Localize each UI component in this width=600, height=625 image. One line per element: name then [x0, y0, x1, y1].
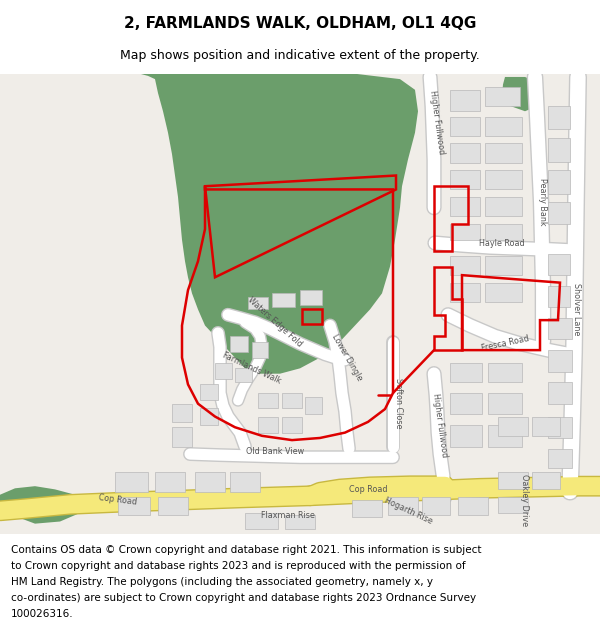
- Polygon shape: [485, 87, 520, 106]
- Polygon shape: [388, 497, 418, 515]
- Polygon shape: [158, 497, 188, 515]
- Polygon shape: [502, 77, 542, 111]
- Polygon shape: [548, 382, 572, 404]
- Polygon shape: [118, 497, 150, 515]
- Polygon shape: [548, 170, 570, 194]
- Polygon shape: [450, 143, 480, 162]
- Polygon shape: [458, 497, 488, 515]
- Text: Lower Dingle: Lower Dingle: [330, 332, 364, 382]
- Polygon shape: [532, 416, 560, 436]
- Polygon shape: [485, 170, 522, 189]
- Text: Flaxman Rise: Flaxman Rise: [261, 511, 315, 519]
- Text: Cop Road: Cop Road: [98, 493, 137, 507]
- Polygon shape: [248, 297, 268, 309]
- Text: Oakley Drive: Oakley Drive: [521, 474, 530, 526]
- Polygon shape: [272, 293, 295, 308]
- Polygon shape: [548, 318, 572, 339]
- Polygon shape: [485, 282, 522, 302]
- Text: Map shows position and indicative extent of the property.: Map shows position and indicative extent…: [120, 49, 480, 62]
- Polygon shape: [422, 497, 450, 515]
- Polygon shape: [498, 472, 528, 489]
- Polygon shape: [352, 500, 382, 518]
- Polygon shape: [450, 224, 480, 240]
- Polygon shape: [285, 515, 315, 529]
- Polygon shape: [230, 472, 260, 491]
- Text: Hogarth Rise: Hogarth Rise: [383, 496, 433, 526]
- Polygon shape: [488, 425, 522, 446]
- Polygon shape: [0, 486, 85, 524]
- Polygon shape: [155, 472, 185, 491]
- Text: Higher Fullwood: Higher Fullwood: [431, 392, 449, 458]
- Polygon shape: [172, 428, 192, 446]
- Polygon shape: [258, 393, 278, 408]
- Text: Waters Edge Fold: Waters Edge Fold: [246, 296, 304, 349]
- Polygon shape: [498, 497, 528, 513]
- Polygon shape: [235, 368, 252, 382]
- Polygon shape: [252, 341, 268, 357]
- Polygon shape: [450, 425, 482, 446]
- Polygon shape: [488, 393, 522, 414]
- Polygon shape: [115, 472, 148, 491]
- Polygon shape: [245, 513, 278, 529]
- Text: Old Bank View: Old Bank View: [246, 448, 304, 456]
- Polygon shape: [532, 472, 560, 489]
- Text: Sefton Close: Sefton Close: [394, 378, 403, 429]
- Polygon shape: [548, 202, 570, 224]
- Polygon shape: [485, 197, 522, 216]
- Polygon shape: [282, 393, 302, 408]
- Polygon shape: [305, 398, 322, 414]
- Polygon shape: [450, 256, 480, 275]
- Text: Hayle Road: Hayle Road: [479, 239, 525, 248]
- Text: to Crown copyright and database rights 2023 and is reproduced with the permissio: to Crown copyright and database rights 2…: [11, 561, 466, 571]
- Polygon shape: [140, 74, 418, 374]
- Polygon shape: [548, 449, 572, 468]
- Polygon shape: [548, 106, 570, 129]
- Polygon shape: [548, 286, 570, 308]
- Polygon shape: [450, 363, 482, 382]
- Polygon shape: [282, 416, 302, 432]
- Polygon shape: [0, 74, 600, 534]
- Text: Higher Fullwood: Higher Fullwood: [428, 89, 446, 154]
- Polygon shape: [450, 197, 480, 216]
- Polygon shape: [488, 363, 522, 382]
- Text: HM Land Registry. The polygons (including the associated geometry, namely x, y: HM Land Registry. The polygons (includin…: [11, 577, 433, 587]
- Polygon shape: [548, 138, 570, 162]
- Polygon shape: [548, 350, 572, 371]
- Polygon shape: [172, 404, 192, 422]
- Polygon shape: [548, 416, 572, 438]
- Text: Cop Road: Cop Road: [349, 485, 387, 494]
- Polygon shape: [195, 472, 225, 491]
- Text: 2, FARMLANDS WALK, OLDHAM, OL1 4QG: 2, FARMLANDS WALK, OLDHAM, OL1 4QG: [124, 16, 476, 31]
- Polygon shape: [450, 282, 480, 302]
- Polygon shape: [450, 90, 480, 111]
- Polygon shape: [498, 416, 528, 436]
- Text: co-ordinates) are subject to Crown copyright and database rights 2023 Ordnance S: co-ordinates) are subject to Crown copyr…: [11, 593, 476, 603]
- Polygon shape: [450, 170, 480, 189]
- Text: Farmlands Walk: Farmlands Walk: [221, 351, 283, 386]
- Text: 100026316.: 100026316.: [11, 609, 73, 619]
- Text: Sholver Lane: Sholver Lane: [571, 283, 581, 336]
- Polygon shape: [485, 256, 522, 275]
- Polygon shape: [450, 393, 482, 414]
- Polygon shape: [485, 117, 522, 136]
- Text: Fresca Road: Fresca Road: [481, 334, 530, 353]
- Polygon shape: [485, 143, 522, 162]
- Polygon shape: [300, 290, 322, 305]
- Text: Pearly Bank: Pearly Bank: [539, 179, 548, 226]
- Polygon shape: [485, 224, 522, 240]
- Polygon shape: [258, 416, 278, 432]
- Polygon shape: [548, 254, 570, 275]
- Polygon shape: [450, 117, 480, 136]
- Polygon shape: [200, 408, 218, 425]
- Polygon shape: [215, 363, 232, 379]
- Polygon shape: [230, 336, 248, 352]
- Text: Contains OS data © Crown copyright and database right 2021. This information is : Contains OS data © Crown copyright and d…: [11, 545, 481, 555]
- Polygon shape: [200, 384, 218, 401]
